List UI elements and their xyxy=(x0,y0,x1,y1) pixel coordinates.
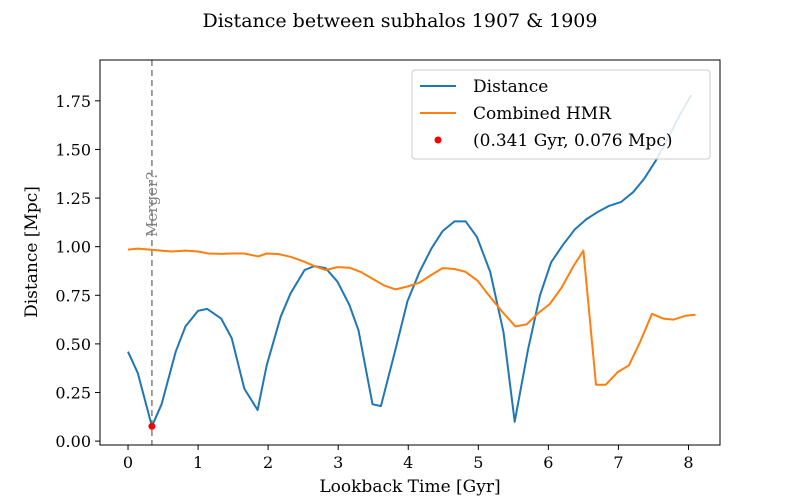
axes-frame xyxy=(99,59,721,446)
y-tick-label: 1.25 xyxy=(55,189,91,208)
chart-title: Distance between subhalos 1907 & 1909 xyxy=(203,10,598,32)
y-tick-label: 0.75 xyxy=(55,286,91,305)
legend-entry-label: (0.341 Gyr, 0.076 Mpc) xyxy=(473,131,672,151)
y-axis-ticks: 0.00 0.25 0.50 0.75 1.00 1.25 1.50 1.75 xyxy=(55,92,100,451)
y-tick-label: 0.00 xyxy=(55,432,91,451)
legend-entry-label: Distance xyxy=(473,77,548,97)
legend: Distance Combined HMR (0.341 Gyr, 0.076 Mp… xyxy=(411,69,711,160)
x-tick-label: 2 xyxy=(263,453,273,472)
merger-annotation: Merger? xyxy=(143,172,161,237)
y-tick-label: 1.00 xyxy=(55,238,91,257)
x-tick-label: 4 xyxy=(403,453,413,472)
x-tick-label: 7 xyxy=(613,453,623,472)
x-tick-label: 5 xyxy=(473,453,483,472)
closest-approach-point xyxy=(148,422,156,430)
series-line-0 xyxy=(127,94,693,428)
x-axis-label: Lookback Time [Gyr] xyxy=(319,477,500,497)
y-tick-label: 0.25 xyxy=(55,384,91,403)
x-tick-label: 6 xyxy=(543,453,553,472)
y-tick-label: 1.50 xyxy=(55,140,91,159)
y-axis-label: Distance [Mpc] xyxy=(22,186,42,318)
x-tick-label: 3 xyxy=(333,453,343,472)
y-tick-label: 1.75 xyxy=(55,92,91,111)
legend-box xyxy=(411,69,711,160)
plot-area: 0 1 2 3 4 5 6 7 8 0.00 0.25 0.50 0.75 1.00 1.25 1.50 1.… xyxy=(55,59,721,472)
series-line-1 xyxy=(127,247,696,386)
x-tick-label: 0 xyxy=(123,453,133,472)
x-tick-label: 8 xyxy=(683,453,693,472)
legend-entry-label: Combined HMR xyxy=(473,104,612,124)
legend-marker xyxy=(434,136,442,144)
y-tick-label: 0.50 xyxy=(55,335,91,354)
merger-guide: Merger? xyxy=(143,60,161,445)
x-tick-label: 1 xyxy=(193,453,203,472)
series-lines xyxy=(127,94,696,428)
x-axis-ticks: 0 1 2 3 4 5 6 7 8 xyxy=(123,445,694,472)
series-markers xyxy=(148,422,156,430)
